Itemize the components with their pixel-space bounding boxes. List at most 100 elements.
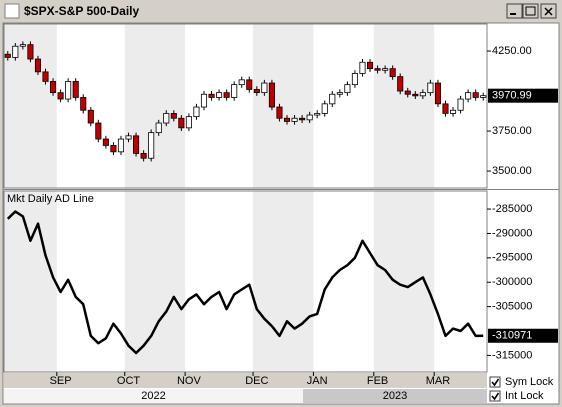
checkbox-label: Sym Lock bbox=[505, 376, 554, 388]
checkbox-label: Int Lock bbox=[505, 390, 544, 402]
y-tick-label: -295000 bbox=[492, 252, 532, 264]
candle-body bbox=[397, 76, 404, 92]
x-tick-label: SEP bbox=[50, 375, 72, 387]
candle-body bbox=[329, 93, 336, 105]
candle-body bbox=[442, 103, 449, 114]
candle-body bbox=[117, 138, 125, 153]
last-value-box bbox=[488, 88, 558, 103]
candle-body bbox=[185, 116, 192, 129]
plot-frame bbox=[3, 190, 488, 373]
checkbox-box[interactable] bbox=[489, 390, 501, 402]
x-axis-bg bbox=[4, 373, 487, 388]
candle-body bbox=[314, 113, 321, 116]
year-label: 2023 bbox=[383, 390, 407, 402]
y-tick-label: -315000 bbox=[492, 349, 532, 361]
candle-body bbox=[472, 92, 479, 98]
candle-body bbox=[306, 114, 313, 121]
x-tick-label: MAR bbox=[426, 375, 451, 387]
candle-body bbox=[80, 97, 87, 111]
candle-body bbox=[87, 109, 94, 124]
x-tick-label: FEB bbox=[367, 375, 388, 387]
last-value-box bbox=[488, 328, 558, 343]
candle-body bbox=[246, 79, 253, 90]
candle-body bbox=[351, 73, 358, 86]
candle-body bbox=[125, 135, 132, 140]
title-bar bbox=[1, 1, 561, 21]
candle-body bbox=[449, 109, 457, 114]
candle-body bbox=[178, 117, 185, 129]
checkbox-box[interactable] bbox=[489, 376, 501, 388]
candle-body bbox=[253, 89, 260, 94]
candle-body bbox=[208, 93, 215, 98]
candle-body bbox=[19, 44, 26, 47]
candle-body bbox=[223, 92, 230, 98]
candle-body bbox=[321, 103, 328, 114]
candle-body bbox=[412, 93, 419, 97]
month-band bbox=[4, 191, 57, 372]
candle-body bbox=[238, 79, 245, 86]
candle-body bbox=[374, 68, 381, 71]
month-band bbox=[124, 191, 186, 372]
candle-body bbox=[382, 68, 389, 71]
candle-body bbox=[133, 135, 140, 154]
candle-body bbox=[344, 84, 351, 94]
candle-body bbox=[389, 68, 396, 78]
y-tick-label: -290000 bbox=[492, 227, 532, 239]
x-tick-label: DEC bbox=[245, 375, 268, 387]
candle-body bbox=[419, 92, 426, 97]
app-icon bbox=[4, 3, 20, 19]
candle-body bbox=[427, 82, 434, 94]
candle-body bbox=[193, 106, 200, 118]
candle-body bbox=[434, 82, 441, 105]
plot-frame bbox=[3, 23, 488, 189]
candle-body bbox=[50, 81, 57, 94]
candle-body bbox=[480, 95, 487, 98]
candle-body bbox=[231, 84, 238, 98]
checkbox[interactable]: Sym Lock bbox=[489, 376, 554, 388]
year-label: 2022 bbox=[141, 390, 165, 402]
checkbox-check bbox=[491, 392, 500, 401]
candle-body bbox=[457, 98, 464, 111]
candle-body bbox=[216, 92, 223, 98]
candle-body bbox=[299, 117, 306, 121]
month-band bbox=[373, 24, 435, 188]
y-tick-label: -300000 bbox=[492, 276, 532, 288]
candle-body bbox=[95, 122, 102, 140]
y-tick-label: 3750.00 bbox=[492, 125, 532, 137]
year-band bbox=[4, 389, 303, 403]
max-button[interactable] bbox=[522, 3, 539, 19]
pane-title: Mkt Daily AD Line bbox=[7, 193, 94, 205]
min-button[interactable] bbox=[506, 3, 523, 19]
x-tick-label: JAN bbox=[307, 375, 328, 387]
candle-body bbox=[283, 117, 291, 122]
candle-body bbox=[336, 92, 343, 95]
y-tick-label: 3500.00 bbox=[492, 165, 532, 177]
candle-body bbox=[268, 82, 275, 108]
candle-body bbox=[261, 82, 268, 94]
candle-body bbox=[27, 44, 34, 60]
close-button[interactable] bbox=[540, 3, 557, 19]
month-band bbox=[253, 191, 314, 372]
y-tick-label: 4250.00 bbox=[492, 45, 532, 57]
candle-body bbox=[57, 92, 64, 100]
checkbox-check bbox=[491, 378, 500, 387]
month-band bbox=[253, 24, 314, 188]
x-tick-label: OCT bbox=[117, 375, 141, 387]
candle-body bbox=[366, 61, 374, 70]
candle-body bbox=[140, 153, 147, 159]
candle-body bbox=[34, 58, 42, 73]
candle-body bbox=[72, 81, 79, 98]
candle-body bbox=[276, 106, 283, 119]
candle-body bbox=[359, 61, 366, 74]
candle-body bbox=[163, 113, 170, 124]
candle-body bbox=[148, 132, 155, 159]
candle-body bbox=[110, 145, 117, 153]
checkbox[interactable]: Int Lock bbox=[489, 390, 544, 402]
candle-body bbox=[465, 92, 472, 100]
candle-body bbox=[170, 113, 177, 119]
candle-body bbox=[42, 71, 49, 82]
candle-body bbox=[65, 81, 72, 100]
window-title: $SPX-S&P 500-Daily bbox=[24, 4, 139, 18]
